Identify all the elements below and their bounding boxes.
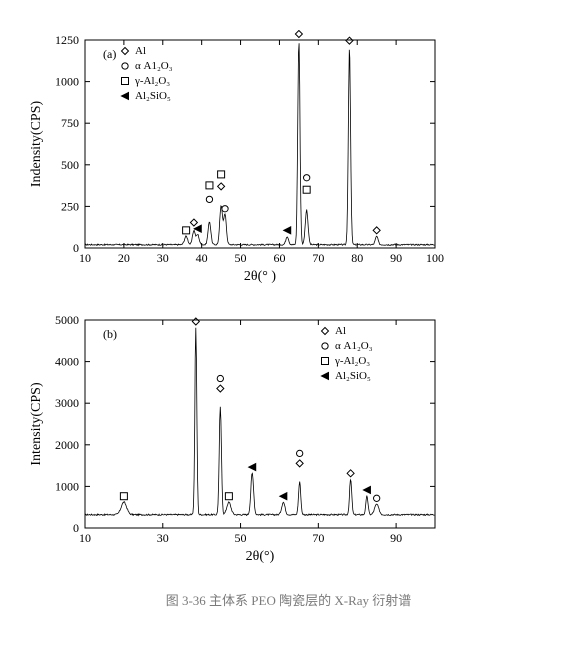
svg-text:Al: Al — [335, 325, 346, 337]
svg-text:α A1₂O₃: α A1₂O₃ — [335, 340, 373, 352]
svg-text:90: 90 — [390, 531, 402, 545]
svg-text:4000: 4000 — [55, 355, 79, 369]
svg-text:1000: 1000 — [55, 75, 79, 89]
svg-text:70: 70 — [312, 531, 324, 545]
svg-text:Al₂SiO₅: Al₂SiO₅ — [135, 90, 171, 102]
svg-text:γ-Al₂O₃: γ-Al₂O₃ — [334, 355, 370, 367]
svg-text:3000: 3000 — [55, 396, 79, 410]
svg-text:Intensity(CPS): Intensity(CPS) — [29, 382, 44, 466]
svg-text:250: 250 — [61, 199, 79, 213]
svg-text:5000: 5000 — [55, 313, 79, 327]
svg-text:500: 500 — [61, 158, 79, 172]
svg-text:γ-Al₂O₃: γ-Al₂O₃ — [134, 75, 170, 87]
figure-caption: 图 3-36 主体系 PEO 陶瓷层的 X-Ray 衍射谱 — [20, 590, 557, 609]
svg-text:100: 100 — [426, 251, 444, 265]
svg-text:2θ(° ): 2θ(° ) — [244, 269, 276, 284]
svg-text:0: 0 — [73, 521, 79, 535]
svg-text:Al: Al — [135, 45, 146, 57]
svg-text:90: 90 — [390, 251, 402, 265]
svg-text:2θ(°): 2θ(°) — [246, 549, 275, 564]
svg-text:1250: 1250 — [55, 33, 79, 47]
svg-text:50: 50 — [235, 251, 247, 265]
svg-text:0: 0 — [73, 241, 79, 255]
svg-text:750: 750 — [61, 116, 79, 130]
svg-text:20: 20 — [118, 251, 130, 265]
svg-text:α A1₂O₃: α A1₂O₃ — [135, 60, 173, 72]
svg-text:70: 70 — [312, 251, 324, 265]
chart-a-svg: 1020304050607080901000250500750100012502… — [20, 30, 450, 290]
svg-text:60: 60 — [273, 251, 285, 265]
svg-text:30: 30 — [157, 251, 169, 265]
svg-text:1000: 1000 — [55, 479, 79, 493]
svg-text:Indensity(CPS): Indensity(CPS) — [29, 100, 44, 187]
svg-text:40: 40 — [196, 251, 208, 265]
svg-text:50: 50 — [235, 531, 247, 545]
svg-text:30: 30 — [157, 531, 169, 545]
svg-text:(a): (a) — [103, 47, 116, 61]
svg-text:(b): (b) — [103, 327, 117, 341]
svg-text:10: 10 — [79, 251, 91, 265]
svg-text:10: 10 — [79, 531, 91, 545]
svg-text:2000: 2000 — [55, 438, 79, 452]
chart-a-container: 1020304050607080901000250500750100012502… — [20, 30, 557, 290]
chart-b-svg: 10 30 50 70 90 0 1000 2000 3000 4000 5000 2θ(°) Inte… — [20, 310, 450, 570]
chart-b-container: 10 30 50 70 90 0 1000 2000 3000 4000 5000 2θ(°) Inte… — [20, 310, 557, 570]
svg-text:Al₂SiO₅: Al₂SiO₅ — [335, 370, 371, 382]
svg-text:80: 80 — [351, 251, 363, 265]
